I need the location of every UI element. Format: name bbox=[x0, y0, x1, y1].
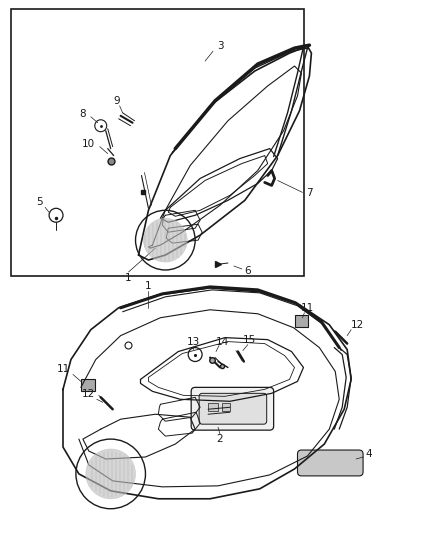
Text: 10: 10 bbox=[82, 139, 95, 149]
Text: 14: 14 bbox=[215, 337, 229, 346]
Text: 11: 11 bbox=[301, 303, 314, 313]
Text: 9: 9 bbox=[113, 96, 120, 106]
Text: 6: 6 bbox=[244, 266, 251, 276]
Text: 1: 1 bbox=[125, 273, 132, 283]
Circle shape bbox=[144, 218, 187, 262]
Circle shape bbox=[86, 449, 135, 499]
Text: 8: 8 bbox=[80, 109, 86, 119]
FancyBboxPatch shape bbox=[213, 151, 267, 173]
Bar bbox=[222, 403, 230, 411]
Text: 12: 12 bbox=[82, 389, 95, 399]
Text: 5: 5 bbox=[36, 197, 42, 207]
Bar bbox=[11, 10, 304, 276]
Bar bbox=[81, 379, 95, 391]
Text: 13: 13 bbox=[187, 337, 200, 346]
Text: 2: 2 bbox=[217, 434, 223, 444]
Text: 1: 1 bbox=[145, 281, 152, 291]
Text: 11: 11 bbox=[57, 365, 70, 375]
FancyBboxPatch shape bbox=[297, 450, 363, 476]
Text: 12: 12 bbox=[350, 320, 364, 330]
Text: 4: 4 bbox=[366, 449, 372, 459]
Text: 15: 15 bbox=[243, 335, 256, 345]
FancyBboxPatch shape bbox=[191, 387, 274, 430]
Text: 7: 7 bbox=[306, 188, 313, 198]
FancyBboxPatch shape bbox=[207, 146, 273, 180]
Text: 3: 3 bbox=[217, 41, 223, 51]
FancyBboxPatch shape bbox=[199, 393, 267, 424]
Bar bbox=[208, 403, 218, 411]
Bar bbox=[294, 315, 308, 327]
